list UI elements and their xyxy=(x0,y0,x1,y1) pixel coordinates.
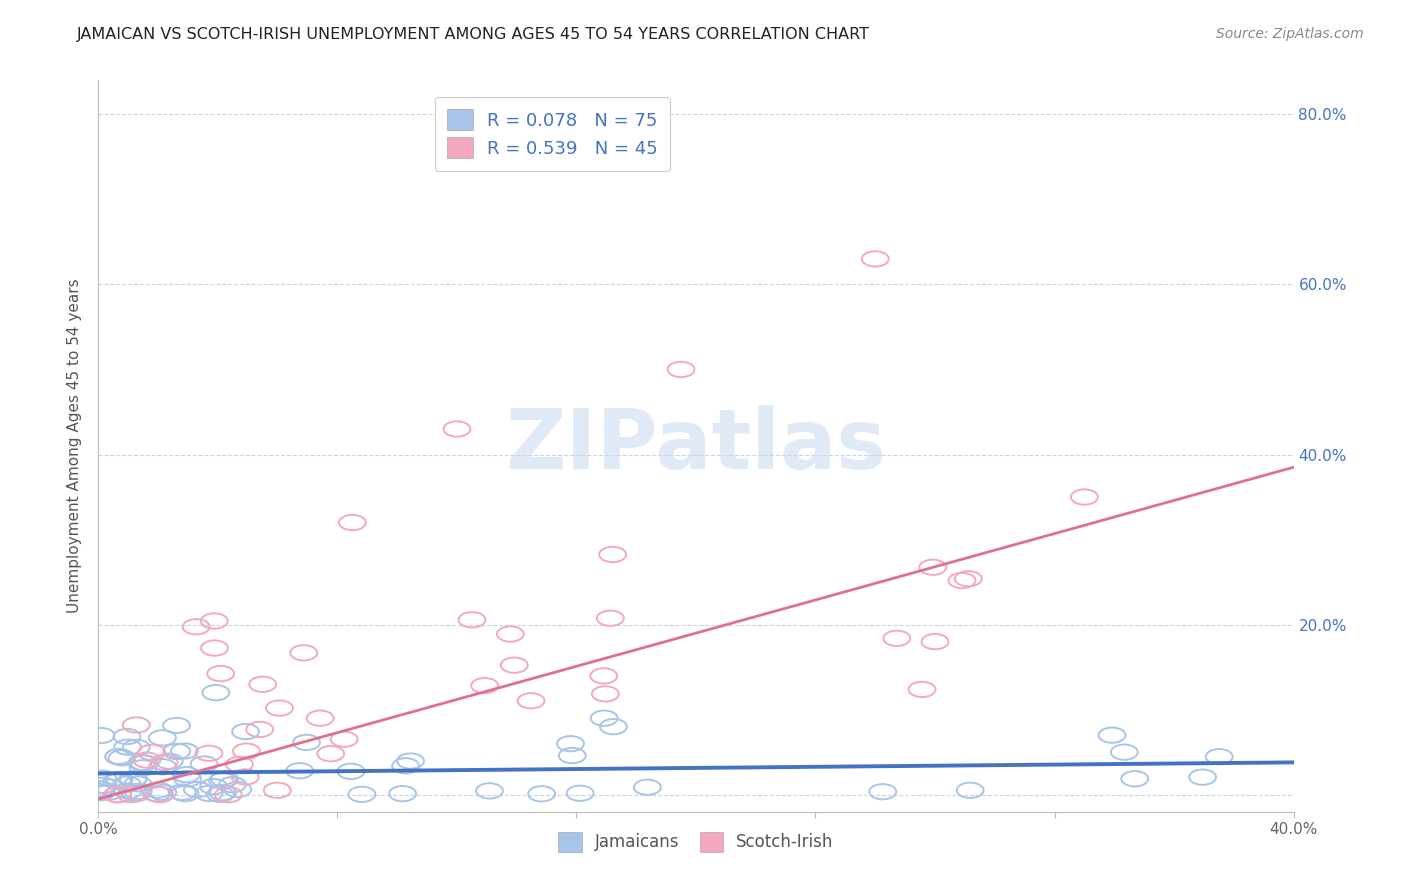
Y-axis label: Unemployment Among Ages 45 to 54 years: Unemployment Among Ages 45 to 54 years xyxy=(67,278,83,614)
Text: ZIPatlas: ZIPatlas xyxy=(506,406,886,486)
Text: Source: ZipAtlas.com: Source: ZipAtlas.com xyxy=(1216,27,1364,41)
Legend: Jamaicans, Scotch-Irish: Jamaicans, Scotch-Irish xyxy=(551,826,841,858)
Text: JAMAICAN VS SCOTCH-IRISH UNEMPLOYMENT AMONG AGES 45 TO 54 YEARS CORRELATION CHAR: JAMAICAN VS SCOTCH-IRISH UNEMPLOYMENT AM… xyxy=(77,27,870,42)
